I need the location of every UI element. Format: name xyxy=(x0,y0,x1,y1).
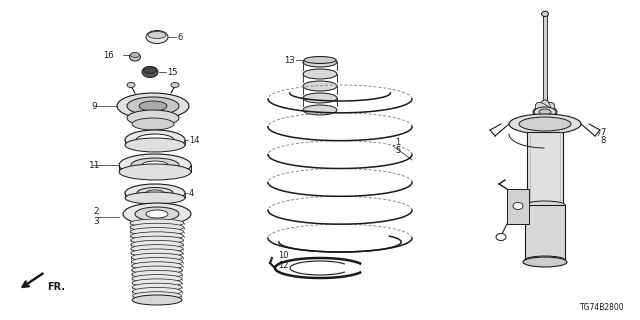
Ellipse shape xyxy=(534,107,556,117)
Ellipse shape xyxy=(136,134,174,146)
Ellipse shape xyxy=(125,130,185,150)
Ellipse shape xyxy=(146,30,168,44)
Ellipse shape xyxy=(127,110,179,126)
Ellipse shape xyxy=(131,245,183,253)
Ellipse shape xyxy=(131,228,184,236)
Ellipse shape xyxy=(123,203,191,225)
Ellipse shape xyxy=(143,67,157,74)
Ellipse shape xyxy=(129,53,141,61)
Ellipse shape xyxy=(303,69,337,79)
Bar xyxy=(507,189,529,224)
Text: 10: 10 xyxy=(278,252,289,260)
Ellipse shape xyxy=(536,102,554,122)
Ellipse shape xyxy=(132,283,182,291)
Text: 4: 4 xyxy=(189,188,195,197)
Text: 16: 16 xyxy=(103,51,114,60)
Ellipse shape xyxy=(131,253,183,261)
Text: 5: 5 xyxy=(395,146,400,155)
Bar xyxy=(527,132,563,235)
Ellipse shape xyxy=(519,117,571,131)
Ellipse shape xyxy=(533,106,557,118)
Ellipse shape xyxy=(131,158,179,172)
Ellipse shape xyxy=(171,83,179,87)
Ellipse shape xyxy=(132,275,182,283)
Ellipse shape xyxy=(132,266,182,274)
Ellipse shape xyxy=(117,93,189,119)
Ellipse shape xyxy=(536,102,554,122)
Ellipse shape xyxy=(303,81,337,91)
Ellipse shape xyxy=(131,236,184,244)
Ellipse shape xyxy=(142,67,158,77)
Ellipse shape xyxy=(132,295,182,305)
Text: 9: 9 xyxy=(91,101,97,110)
Text: FR.: FR. xyxy=(47,282,65,292)
Ellipse shape xyxy=(131,232,184,240)
Ellipse shape xyxy=(146,210,168,218)
Text: 6: 6 xyxy=(177,33,182,42)
Text: 14: 14 xyxy=(189,135,200,145)
Ellipse shape xyxy=(509,114,581,134)
Ellipse shape xyxy=(125,184,185,202)
Ellipse shape xyxy=(137,188,173,198)
Ellipse shape xyxy=(130,223,184,231)
Ellipse shape xyxy=(146,190,164,196)
Ellipse shape xyxy=(127,83,135,87)
Ellipse shape xyxy=(513,203,523,210)
Ellipse shape xyxy=(132,279,182,287)
Ellipse shape xyxy=(303,105,337,115)
Ellipse shape xyxy=(541,12,548,17)
Ellipse shape xyxy=(148,31,166,38)
Text: 3: 3 xyxy=(93,218,99,227)
Ellipse shape xyxy=(119,164,191,180)
Ellipse shape xyxy=(539,109,551,115)
Ellipse shape xyxy=(304,57,336,63)
Ellipse shape xyxy=(132,270,182,278)
Ellipse shape xyxy=(132,118,174,130)
Ellipse shape xyxy=(139,101,167,111)
Ellipse shape xyxy=(525,256,565,264)
Ellipse shape xyxy=(539,100,551,124)
Ellipse shape xyxy=(539,100,551,124)
Bar xyxy=(525,205,565,260)
Ellipse shape xyxy=(125,192,185,204)
Ellipse shape xyxy=(132,287,182,295)
Text: TG74B2800: TG74B2800 xyxy=(580,303,625,312)
Ellipse shape xyxy=(132,292,182,300)
Ellipse shape xyxy=(135,207,179,221)
Text: 11: 11 xyxy=(89,161,100,170)
Ellipse shape xyxy=(131,240,183,248)
Text: 8: 8 xyxy=(600,135,605,145)
Text: 2: 2 xyxy=(93,207,99,217)
Ellipse shape xyxy=(142,161,168,169)
Ellipse shape xyxy=(131,249,183,257)
Ellipse shape xyxy=(131,262,182,270)
Ellipse shape xyxy=(131,258,182,266)
Ellipse shape xyxy=(119,154,191,176)
Text: 1: 1 xyxy=(395,138,400,147)
Ellipse shape xyxy=(131,52,140,58)
Ellipse shape xyxy=(303,93,337,103)
Ellipse shape xyxy=(523,257,567,267)
Ellipse shape xyxy=(533,106,557,118)
Ellipse shape xyxy=(525,201,565,209)
Text: 15: 15 xyxy=(167,68,177,76)
Ellipse shape xyxy=(127,97,179,115)
Ellipse shape xyxy=(536,102,554,122)
Ellipse shape xyxy=(303,57,337,67)
Ellipse shape xyxy=(125,138,185,152)
Ellipse shape xyxy=(536,102,554,122)
Text: 12: 12 xyxy=(278,261,289,270)
Ellipse shape xyxy=(496,234,506,241)
Text: 7: 7 xyxy=(600,127,605,137)
Text: 13: 13 xyxy=(284,55,295,65)
Ellipse shape xyxy=(130,219,184,227)
